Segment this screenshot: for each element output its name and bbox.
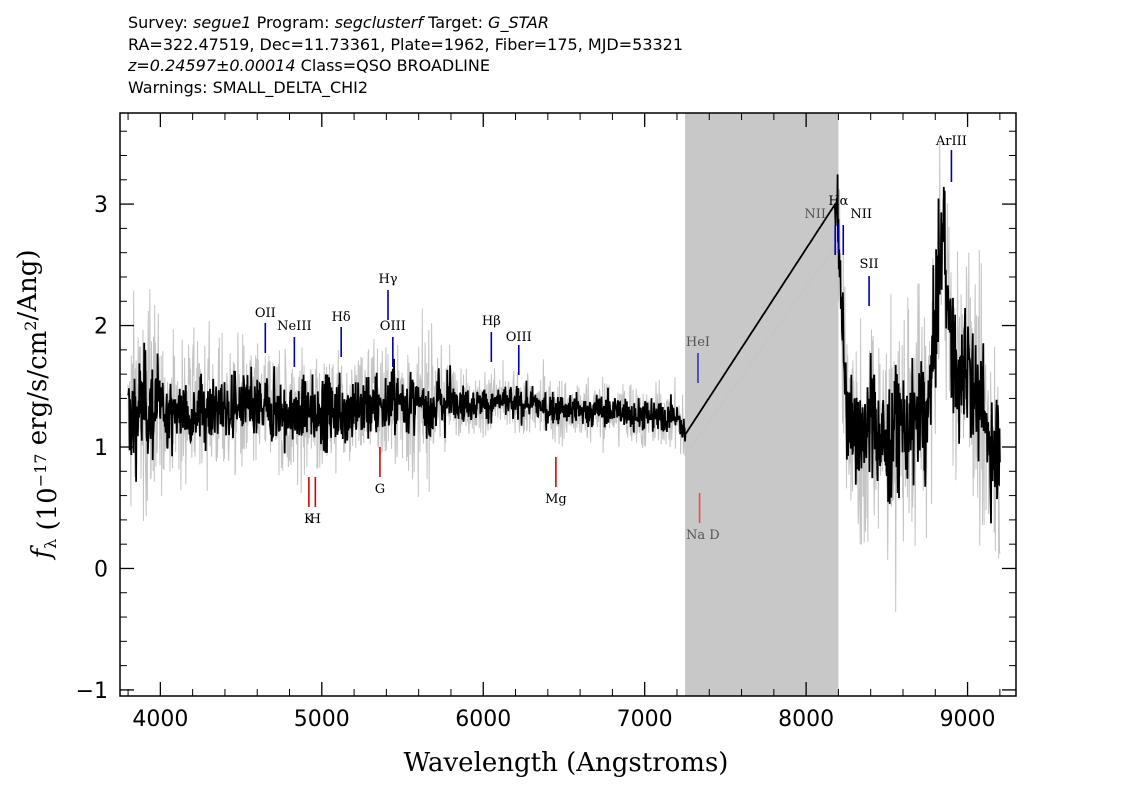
masked-region [685,113,839,696]
emission-line-label: NII [804,207,826,222]
emission-line-label: OIII [506,330,532,345]
warnings-line: Warnings: SMALL_DELTA_CHI2 [128,77,369,97]
emission-line-label: Hβ [482,314,501,329]
target-label: Target: [428,13,483,32]
emission-line-label: Hδ [332,310,351,325]
emission-line-1: NeIII [277,319,312,367]
program-value: segclusterf [334,13,423,32]
x-tick-label: 5000 [294,707,350,732]
class-value: Class=QSO BROADLINE [300,56,490,75]
emission-line-label: SII [859,257,878,272]
emission-line-label: ArIII [935,134,967,149]
absorption-line-label: K [304,512,314,527]
emission-line-7: HeI [686,335,710,383]
y-tick-label: 1 [94,436,108,461]
x-tick-label: 4000 [132,707,188,732]
emission-line-6: OIII [506,330,532,375]
program-label: Program: [256,13,330,32]
emission-line-label: OIII [380,319,406,334]
target-value: G_STAR [488,13,549,32]
absorption-line-label: D [709,528,719,543]
y-axis-title: fλ (10−17 erg/s/cm2/Ang) [13,249,63,560]
absorption-line-3: Mg [545,457,567,507]
absorption-line-label: Na [686,528,705,543]
y-tick-label: 3 [94,193,108,218]
redshift-line: z=0.24597±0.00014 Class=QSO BROADLINE [128,55,683,77]
emission-line-9: Hα [828,194,849,253]
absorption-line-0: K [304,477,314,527]
absorption-line-1: H [310,477,321,527]
x-tick-label: 9000 [940,707,996,732]
redshift-value: z=0.24597±0.00014 [128,56,296,75]
emission-line-8: NII [804,207,836,255]
emission-line-label: Hα [828,194,848,209]
survey-line: Survey: segue1 Program: segclusterf Targ… [128,12,683,34]
y-tick-label: 0 [94,557,108,582]
x-tick-label: 6000 [455,707,511,732]
absorption-line-label: H [310,512,321,527]
y-tick-label: −1 [76,679,108,704]
emission-line-2: Hδ [332,310,351,357]
plot-frame [119,112,1017,697]
emission-line-10: NII [842,207,872,255]
absorption-line-label: G [375,482,385,497]
absorption-line-5: D [709,528,719,543]
emission-line-5: Hβ [482,314,501,362]
flux-line [127,174,1001,524]
emission-line-label: OII [255,306,276,321]
absorption-line-label: Mg [545,492,567,507]
x-tick-label: 8000 [778,707,834,732]
spectrum-header: Survey: segue1 Program: segclusterf Targ… [128,12,683,98]
coordinates-line: RA=322.47519, Dec=11.73361, Plate=1962, … [128,34,684,54]
x-tick-label: 7000 [617,707,673,732]
absorption-line-4: Na [686,493,705,543]
emission-line-label: Hγ [378,272,397,287]
survey-label: Survey: [128,13,188,32]
emission-line-4: OIII [380,319,406,367]
emission-line-label: HeI [686,335,710,350]
absorption-line-2: G [375,447,385,497]
emission-line-11: SII [859,257,879,306]
emission-line-label: NII [850,207,872,222]
emission-line-3: Hγ [378,272,398,320]
survey-value: segue1 [192,13,252,32]
emission-line-label: NeIII [277,319,311,334]
y-tick-label: 2 [94,315,108,340]
emission-line-0: OII [255,306,276,353]
x-axis-title: Wavelength (Angstroms) [404,748,729,778]
emission-line-12: ArIII [935,134,967,182]
